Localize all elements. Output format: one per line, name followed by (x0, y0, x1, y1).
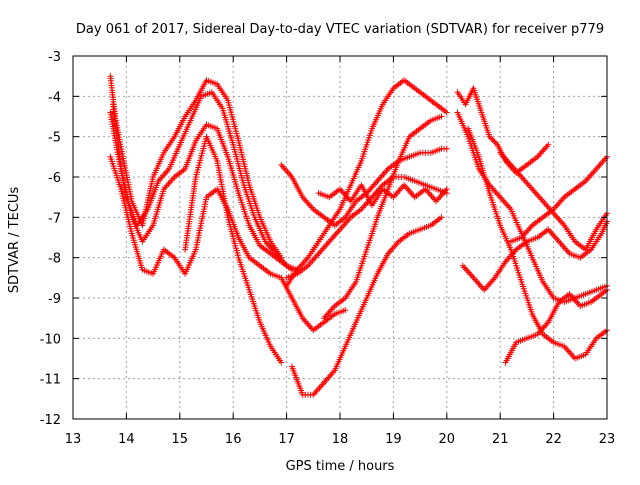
series-13 (454, 109, 610, 305)
x-tick-label: 15 (172, 432, 189, 447)
x-tick-label: 17 (278, 432, 295, 447)
data-point (278, 359, 285, 366)
x-tick-label: 20 (439, 432, 456, 447)
y-tick-label: -8 (48, 252, 61, 267)
data-point (288, 266, 295, 273)
series-4 (107, 153, 349, 334)
data-point (545, 141, 552, 148)
y-tick-label: -10 (40, 332, 61, 347)
series-line (456, 112, 608, 303)
x-tick-label: 16 (225, 432, 242, 447)
series-8 (283, 174, 450, 281)
y-tick-label: -7 (48, 211, 61, 226)
series-12 (454, 85, 552, 176)
series-14 (459, 218, 610, 293)
x-tick-label: 19 (385, 432, 402, 447)
data-point (443, 145, 450, 152)
chart-title: Day 061 of 2017, Sidereal Day-to-day VTE… (76, 22, 604, 37)
series-16 (502, 286, 610, 366)
grid-lines (73, 56, 607, 419)
x-tick-label: 18 (332, 432, 349, 447)
series-1 (107, 73, 285, 261)
plot-area (107, 73, 610, 398)
series-5 (182, 133, 285, 366)
series-18 (497, 149, 610, 253)
x-tick-label: 14 (118, 432, 135, 447)
data-point (342, 307, 349, 314)
y-tick-label: -9 (48, 292, 61, 307)
series-line (510, 156, 608, 243)
series-15 (465, 125, 610, 362)
y-tick-label: -11 (40, 373, 61, 388)
series-9 (288, 214, 445, 398)
y-axis-label: SDTVAR / TECUs (7, 187, 22, 294)
x-axis-label: GPS time / hours (286, 459, 395, 474)
y-tick-label: -3 (48, 50, 61, 65)
y-tick-label: -5 (48, 131, 61, 146)
y-tick-label: -6 (48, 171, 61, 186)
x-tick-label: 22 (545, 432, 562, 447)
y-tick-label: -4 (48, 90, 61, 105)
series-line (109, 156, 346, 332)
data-point (438, 113, 445, 120)
x-tick-label: 23 (599, 432, 616, 447)
x-tick-label: 13 (65, 432, 82, 447)
data-point (443, 186, 450, 193)
axis-ticks: 13 14 15 16 17 18 19 20 21 22 23 -3 -4 -5 -6 -7 -8 -9 -10 -… (40, 50, 616, 447)
data-point (438, 214, 445, 221)
series-10 (315, 182, 450, 209)
series-7 (283, 77, 450, 289)
y-tick-label: -12 (40, 413, 61, 428)
data-point (443, 109, 450, 116)
series-3 (110, 101, 295, 273)
x-tick-label: 21 (492, 432, 509, 447)
series-11 (321, 113, 445, 322)
